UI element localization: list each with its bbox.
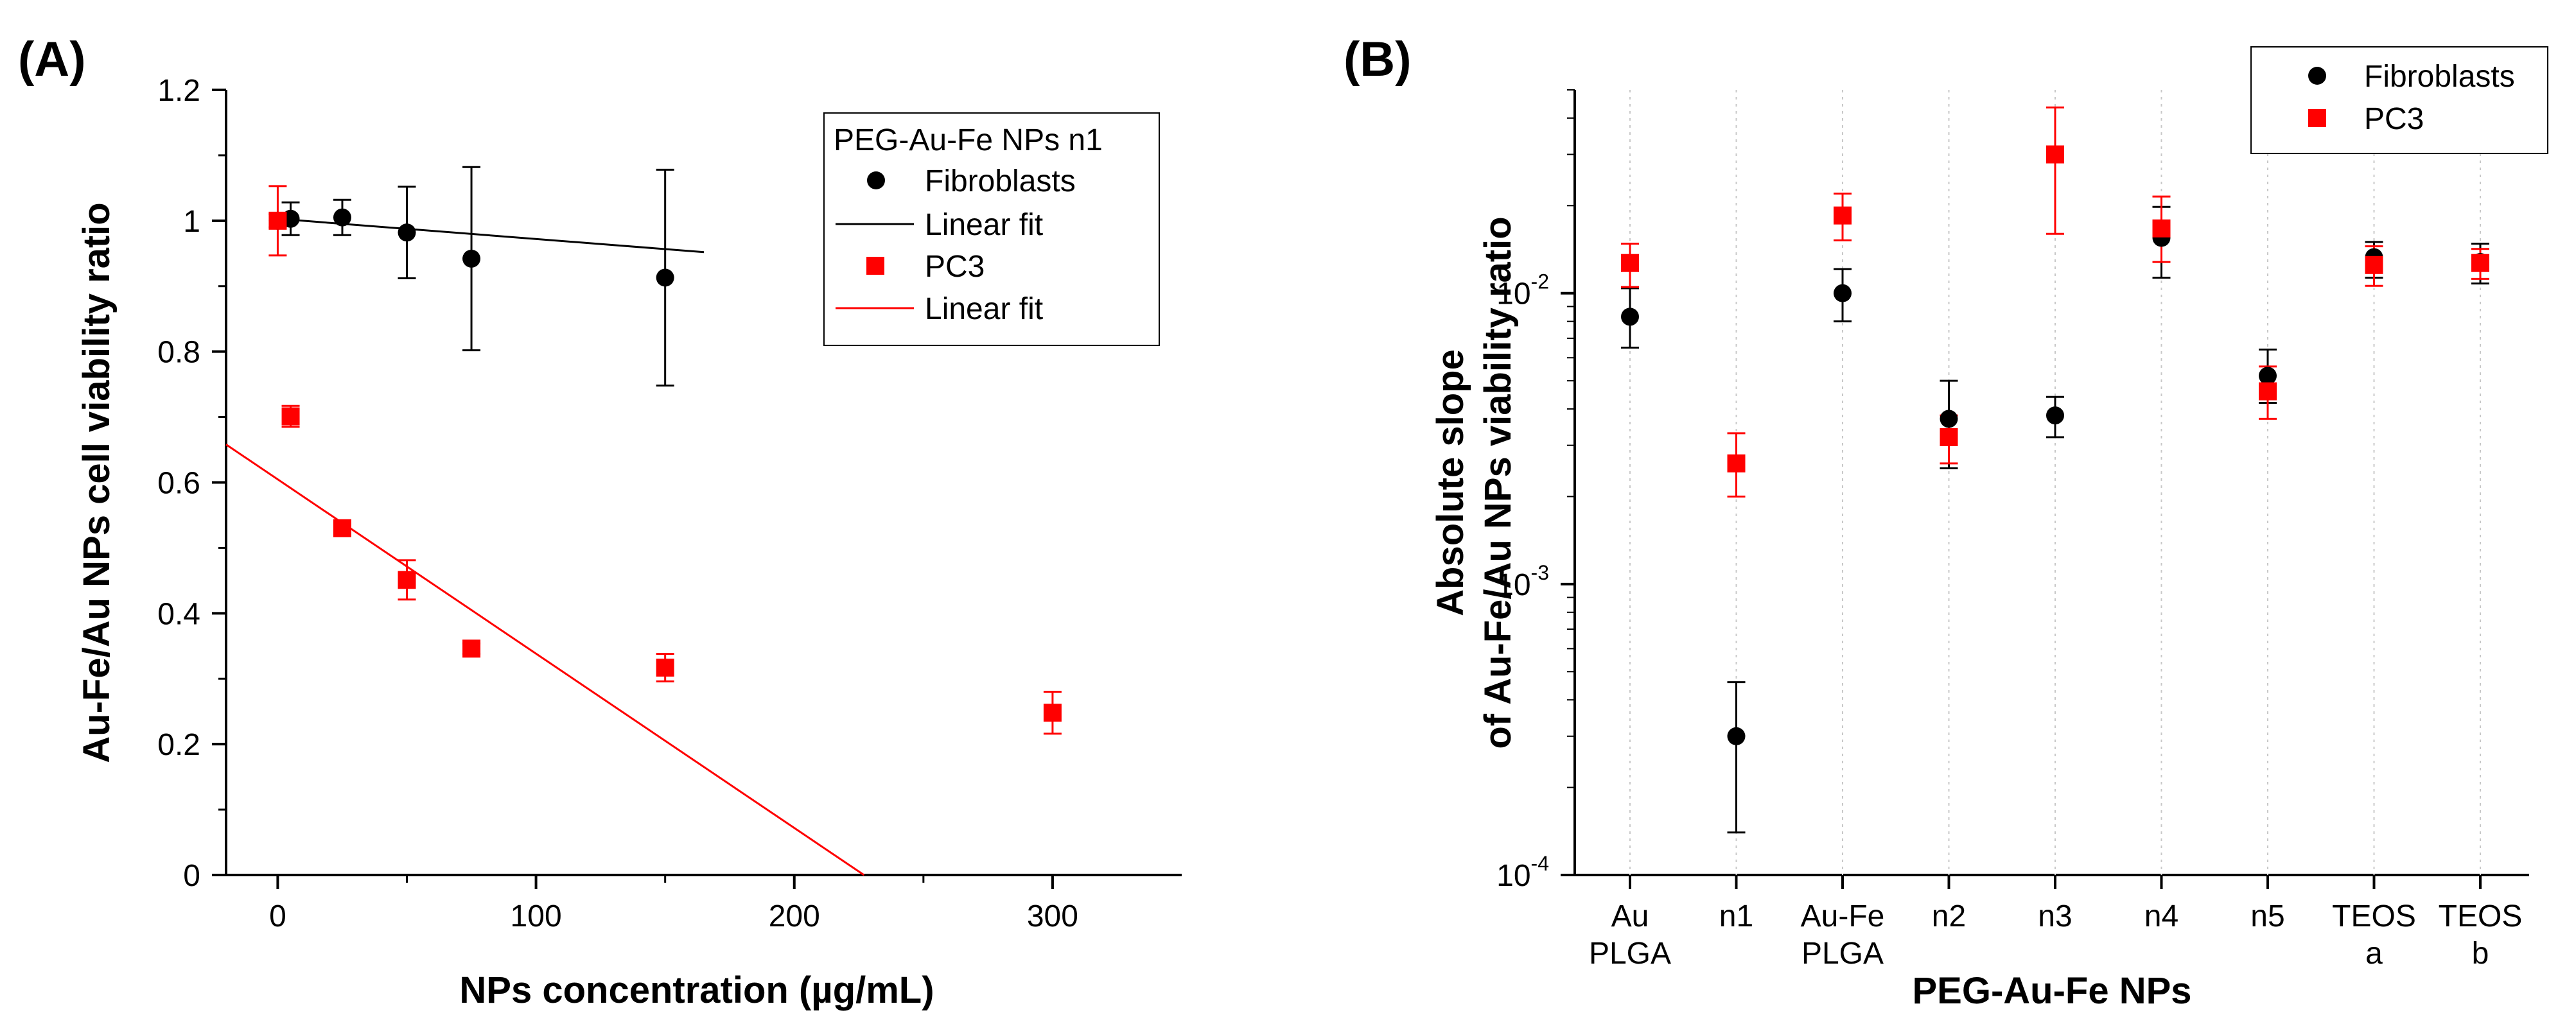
data-point-fibroblasts — [656, 268, 674, 287]
panel-b-x-tick-label: TEOS — [2439, 899, 2523, 933]
panel-b-x-label: PEG-Au-Fe NPs — [1912, 970, 2191, 1012]
panel-a-x-tick-label: 0 — [269, 899, 286, 933]
panel-b-y-tick-label: 10-3 — [1496, 561, 1549, 602]
panel-a-points — [268, 208, 1062, 722]
panel-b-x-tick-label: Au-Fe — [1801, 899, 1885, 933]
legend-a-pc3-label: PC3 — [925, 250, 985, 284]
panel-a-y-label: Au-Fe/Au NPs cell viability ratio — [76, 202, 118, 763]
data-point-pc3 — [398, 571, 416, 589]
data-point-pc3 — [462, 639, 481, 658]
data-point-fibroblasts — [462, 249, 481, 268]
panel-a-fit-lines — [225, 218, 865, 876]
panel-b-x-tick-label: n5 — [2250, 899, 2284, 933]
panel-b-legend-box — [2250, 46, 2548, 154]
data-point-pc3 — [281, 407, 300, 426]
panel-b-x-tick-label: PLGA — [1801, 937, 1884, 971]
panel-a-y-tick-label: 1 — [183, 205, 200, 239]
panel-a-y-tick-label: 0.2 — [157, 728, 200, 762]
panel-a-y-tick-label: 0.4 — [157, 597, 200, 631]
panel-a-y-tick-label: 0 — [183, 859, 200, 893]
legend-b-fibroblasts-label: Fibroblasts — [2364, 60, 2515, 94]
panel-a-x-tick-label: 100 — [511, 899, 562, 933]
legend-b-fibroblasts-marker — [2308, 67, 2326, 85]
data-point-pc3 — [2365, 256, 2383, 274]
panel-a-y-tick-label: 0.6 — [157, 467, 200, 501]
panel-b-x-tick-label: b — [2472, 937, 2489, 971]
data-point-fibroblasts — [2259, 367, 2277, 385]
panel-a-x-ticks: 0 100 200 300 — [269, 875, 1078, 933]
panel-a-x-tick-label: 200 — [769, 899, 820, 933]
data-point-pc3 — [2046, 145, 2064, 164]
panel-a: (A) 0 0.2 0.4 0.6 0.8 1 1.2 0 100 200 300 NPs con… — [18, 32, 1182, 1011]
panel-b-x-tick-label: Au — [1611, 899, 1649, 933]
panel-a-label: (A) — [18, 32, 86, 87]
data-point-pc3 — [333, 519, 351, 537]
panel-b-label: (B) — [1344, 32, 1412, 87]
data-point-pc3 — [2471, 254, 2489, 272]
panel-b-x-ticks: Au PLGA n1 Au-Fe PLGA n2 n3 n4 n5 TEOS a TEOS b — [1589, 875, 2522, 971]
data-point-pc3 — [1621, 254, 1639, 272]
panel-b-x-tick-label: n1 — [1719, 899, 1753, 933]
legend-b-pc3-marker — [2308, 109, 2326, 127]
legend-a-pc3-marker — [866, 257, 884, 275]
panel-b-x-tick-label: TEOS — [2332, 899, 2416, 933]
panel-a-x-label: NPs concentration (µg/mL) — [459, 969, 934, 1011]
panel-a-y-ticks: 0 0.2 0.4 0.6 0.8 1 1.2 — [157, 74, 226, 893]
fit-line-pc3 — [225, 444, 865, 876]
data-point-pc3 — [268, 211, 287, 230]
data-point-fibroblasts — [1621, 308, 1639, 326]
panel-a-y-tick-label: 0.8 — [157, 336, 200, 370]
data-point-fibroblasts — [1940, 410, 1958, 428]
panel-a-legend-title: PEG-Au-Fe NPs n1 — [834, 123, 1103, 157]
fit-line-fibroblasts — [277, 218, 705, 254]
panel-a-legend-box — [823, 112, 1160, 346]
panel-b-x-tick-label: n3 — [2038, 899, 2072, 933]
panel-a-legend: PEG-Au-Fe NPs n1 Fibroblasts Linear fit … — [823, 112, 1160, 346]
panel-b-x-tick-label: PLGA — [1589, 937, 1671, 971]
data-point-fibroblasts — [1727, 727, 1746, 745]
panel-b-legend: Fibroblasts PC3 — [2250, 46, 2548, 154]
panel-b-points — [1621, 145, 2489, 745]
legend-b-pc3-label: PC3 — [2364, 102, 2424, 136]
panel-a-x-tick-label: 300 — [1027, 899, 1078, 933]
data-point-pc3 — [1727, 454, 1746, 472]
panel-b: (B) 10-4 10-3 10-2 Au PLGA n1 Au-Fe PLGA n2 n3 n4… — [1344, 32, 2548, 1012]
panel-b-y-ticks: 10-4 10-3 10-2 — [1496, 89, 1575, 893]
data-point-pc3 — [1043, 704, 1062, 722]
data-point-fibroblasts — [398, 223, 416, 242]
data-point-fibroblasts — [2046, 406, 2064, 425]
data-point-pc3 — [656, 658, 674, 677]
legend-a-fibroblasts-fit-label: Linear fit — [925, 208, 1043, 242]
legend-a-fibroblasts-label: Fibroblasts — [925, 164, 1076, 198]
panel-b-y-tick-label: 10-2 — [1496, 270, 1549, 311]
panel-b-y-label-line2: of Au-Fe/Au NPs viability ratio — [1477, 216, 1519, 749]
panel-b-x-tick-label: n2 — [1932, 899, 1966, 933]
data-point-pc3 — [1834, 206, 1852, 225]
data-point-pc3 — [1940, 428, 1958, 446]
panel-b-y-tick-label: 10-4 — [1496, 852, 1549, 893]
legend-a-pc3-fit-label: Linear fit — [925, 292, 1043, 326]
data-point-pc3 — [2152, 219, 2171, 238]
panel-b-x-tick-label: a — [2365, 937, 2383, 971]
panel-b-x-tick-label: n4 — [2144, 899, 2178, 933]
legend-a-fibroblasts-marker — [867, 171, 885, 189]
panel-b-error-bars — [1621, 106, 2489, 834]
panel-a-y-tick-label: 1.2 — [157, 74, 200, 108]
panel-b-y-label-line1: Absolute slope — [1430, 349, 1471, 616]
data-point-pc3 — [2259, 382, 2277, 401]
data-point-fibroblasts — [1834, 284, 1852, 302]
data-point-fibroblasts — [333, 208, 351, 227]
